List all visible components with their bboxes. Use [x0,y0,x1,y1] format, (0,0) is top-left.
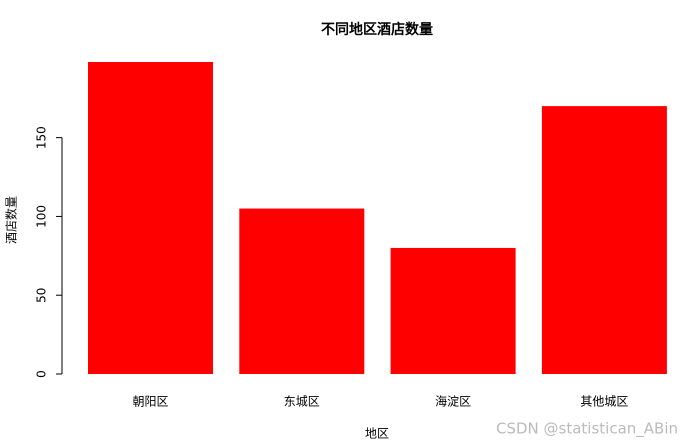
chart-title: 不同地区酒店数量 [321,21,433,38]
x-tick-label: 海淀区 [435,394,471,409]
x-axis-label: 地区 [365,427,389,441]
y-axis-label: 酒店数量 [4,196,19,244]
bar [239,208,365,374]
y-tick-label: 100 [35,205,49,228]
x-tick-label: 朝阳区 [132,395,168,409]
x-tick-label: 东城区 [284,395,320,409]
y-tick-label: 0 [35,370,49,378]
y-tick-label: 50 [35,288,49,303]
bar [88,62,213,374]
bar [541,106,667,374]
x-tick-label: 其他城区 [580,395,628,409]
bar [390,247,516,374]
y-tick-label: 150 [35,126,49,149]
watermark: CSDN @statistican_ABin [496,420,678,439]
